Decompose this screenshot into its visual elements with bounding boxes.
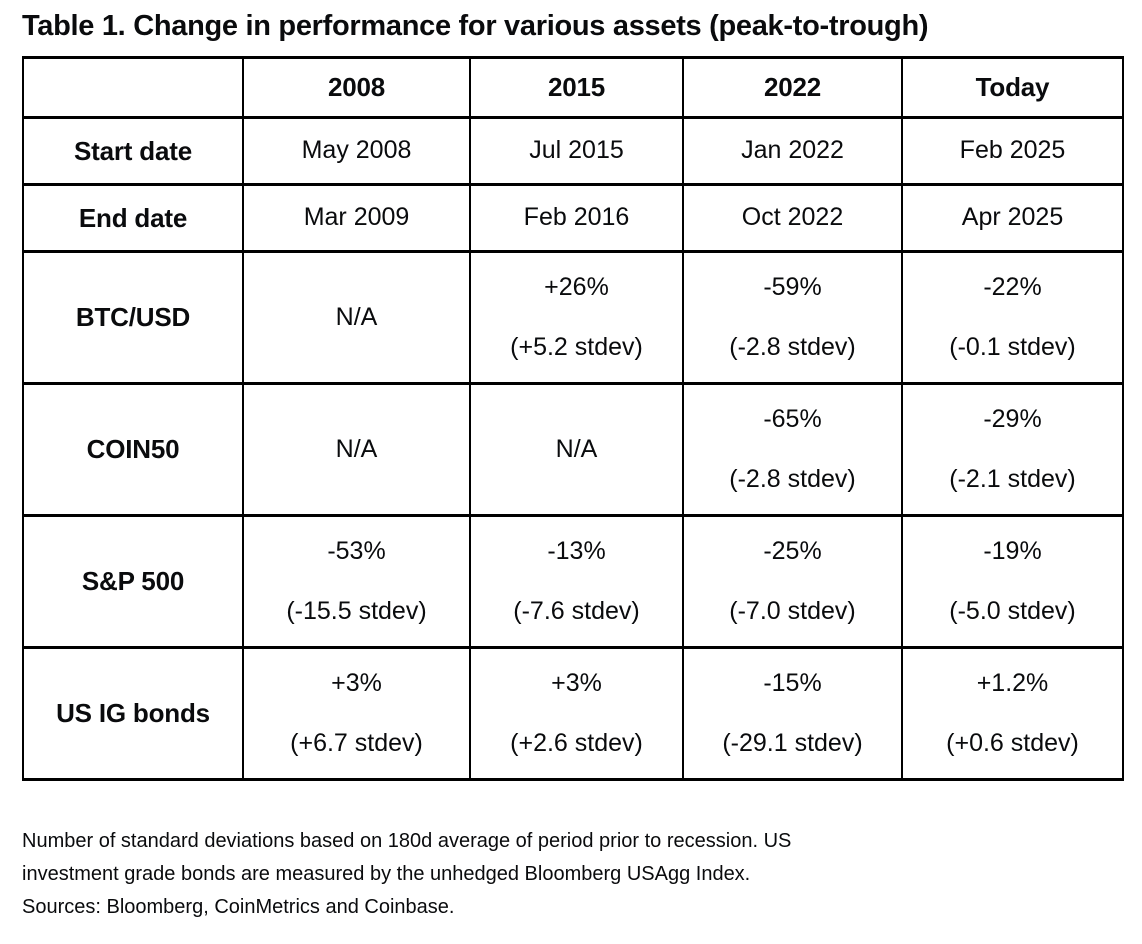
cell-value: Feb 2025 bbox=[959, 136, 1066, 165]
cell-stdev: (-0.1 stdev) bbox=[949, 333, 1076, 361]
cell-value: -15% bbox=[763, 668, 822, 697]
row-label-sp500: S&P 500 bbox=[22, 514, 244, 649]
table-cell: -65% (-2.8 stdev) bbox=[682, 382, 903, 517]
table-cell: N/A bbox=[242, 382, 471, 517]
table-row-end-date: End date Mar 2009 Feb 2016 Oct 2022 Apr … bbox=[22, 183, 1124, 253]
cell-value: Feb 2016 bbox=[523, 203, 630, 232]
table-cell: -19% (-5.0 stdev) bbox=[901, 514, 1124, 649]
table-cell: +1.2% (+0.6 stdev) bbox=[901, 646, 1124, 781]
row-label-us-ig-bonds: US IG bonds bbox=[22, 646, 244, 781]
table-cell: +3% (+6.7 stdev) bbox=[242, 646, 471, 781]
table-cell: Oct 2022 bbox=[682, 183, 903, 253]
cell-stdev: (-7.0 stdev) bbox=[729, 597, 856, 625]
table-cell: N/A bbox=[469, 382, 684, 517]
cell-stdev: (-7.6 stdev) bbox=[513, 597, 640, 625]
header-row: 2008 2015 2022 Today bbox=[22, 56, 1124, 119]
cell-value: Jan 2022 bbox=[741, 136, 844, 165]
cell-value: Jul 2015 bbox=[529, 136, 624, 165]
cell-value: -19% bbox=[983, 536, 1042, 565]
table-cell: -53% (-15.5 stdev) bbox=[242, 514, 471, 649]
row-label-start-date: Start date bbox=[22, 116, 244, 186]
cell-stdev: (+2.6 stdev) bbox=[510, 729, 643, 757]
table-cell: Jan 2022 bbox=[682, 116, 903, 186]
cell-stdev: (-2.1 stdev) bbox=[949, 465, 1076, 493]
table-cell: -29% (-2.1 stdev) bbox=[901, 382, 1124, 517]
cell-value: -29% bbox=[983, 404, 1042, 433]
cell-stdev: (-2.8 stdev) bbox=[729, 333, 856, 361]
cell-value: Oct 2022 bbox=[741, 203, 844, 232]
table-cell: -15% (-29.1 stdev) bbox=[682, 646, 903, 781]
table-title: Table 1. Change in performance for vario… bbox=[22, 10, 929, 42]
cell-value: +3% bbox=[551, 668, 602, 697]
cell-value: -22% bbox=[983, 272, 1042, 301]
column-header-today: Today bbox=[901, 56, 1124, 119]
table-cell: -25% (-7.0 stdev) bbox=[682, 514, 903, 649]
cell-value: N/A bbox=[335, 434, 378, 463]
table-cell: Apr 2025 bbox=[901, 183, 1124, 253]
table-row-start-date: Start date May 2008 Jul 2015 Jan 2022 Fe… bbox=[22, 116, 1124, 186]
row-label-end-date: End date bbox=[22, 183, 244, 253]
footnote: Number of standard deviations based on 1… bbox=[22, 825, 1122, 924]
performance-table: 2008 2015 2022 Today Start date May 2008… bbox=[22, 56, 1124, 781]
cell-stdev: (+0.6 stdev) bbox=[946, 729, 1079, 757]
corner-cell bbox=[22, 56, 244, 119]
cell-value: -53% bbox=[327, 536, 386, 565]
table-cell: -13% (-7.6 stdev) bbox=[469, 514, 684, 649]
table-cell: May 2008 bbox=[242, 116, 471, 186]
cell-value: -13% bbox=[547, 536, 606, 565]
table-cell: Feb 2016 bbox=[469, 183, 684, 253]
cell-stdev: (-29.1 stdev) bbox=[722, 729, 863, 757]
table-cell: Jul 2015 bbox=[469, 116, 684, 186]
column-header-2022: 2022 bbox=[682, 56, 903, 119]
cell-stdev: (+5.2 stdev) bbox=[510, 333, 643, 361]
cell-value: -25% bbox=[763, 536, 822, 565]
table-cell: +3% (+2.6 stdev) bbox=[469, 646, 684, 781]
cell-stdev: (-15.5 stdev) bbox=[286, 597, 427, 625]
cell-value: +3% bbox=[331, 668, 382, 697]
cell-value: -59% bbox=[763, 272, 822, 301]
row-label-coin50: COIN50 bbox=[22, 382, 244, 517]
figure-container: Table 1. Change in performance for vario… bbox=[22, 10, 1124, 924]
table-row-coin50: COIN50 N/A N/A -65% (-2.8 stdev) -29% (-… bbox=[22, 382, 1124, 517]
cell-value: +26% bbox=[544, 272, 609, 301]
column-header-2015: 2015 bbox=[469, 56, 684, 119]
table-cell: -59% (-2.8 stdev) bbox=[682, 250, 903, 385]
row-label-btc-usd: BTC/USD bbox=[22, 250, 244, 385]
cell-value: N/A bbox=[555, 434, 598, 463]
cell-value: N/A bbox=[335, 302, 378, 331]
cell-value: May 2008 bbox=[301, 136, 412, 165]
column-header-2008: 2008 bbox=[242, 56, 471, 119]
cell-stdev: (+6.7 stdev) bbox=[290, 729, 423, 757]
table-row-us-ig-bonds: US IG bonds +3% (+6.7 stdev) +3% (+2.6 s… bbox=[22, 646, 1124, 781]
table-row-sp500: S&P 500 -53% (-15.5 stdev) -13% (-7.6 st… bbox=[22, 514, 1124, 649]
table-cell: -22% (-0.1 stdev) bbox=[901, 250, 1124, 385]
cell-value: +1.2% bbox=[976, 668, 1049, 697]
footnote-line: investment grade bonds are measured by t… bbox=[22, 863, 751, 885]
table-cell: N/A bbox=[242, 250, 471, 385]
table-cell: Mar 2009 bbox=[242, 183, 471, 253]
cell-value: Apr 2025 bbox=[961, 203, 1064, 232]
table-row-btc-usd: BTC/USD N/A +26% (+5.2 stdev) -59% (-2.8… bbox=[22, 250, 1124, 385]
table-cell: Feb 2025 bbox=[901, 116, 1124, 186]
cell-value: -65% bbox=[763, 404, 822, 433]
table-cell: +26% (+5.2 stdev) bbox=[469, 250, 684, 385]
cell-stdev: (-2.8 stdev) bbox=[729, 465, 856, 493]
footnote-line: Number of standard deviations based on 1… bbox=[22, 830, 792, 852]
cell-stdev: (-5.0 stdev) bbox=[949, 597, 1076, 625]
cell-value: Mar 2009 bbox=[303, 203, 410, 232]
footnote-sources: Sources: Bloomberg, CoinMetrics and Coin… bbox=[22, 896, 455, 918]
